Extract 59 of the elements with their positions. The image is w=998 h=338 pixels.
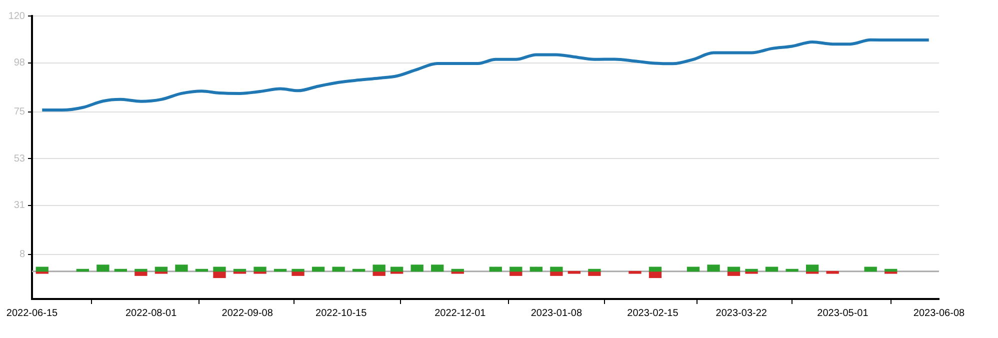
bar (530, 266, 542, 272)
bar (254, 271, 266, 274)
bar (686, 266, 700, 272)
bar (213, 266, 226, 272)
bar (806, 264, 819, 272)
bar (292, 271, 304, 276)
y-tick-label: 53 (14, 153, 26, 164)
bar (372, 271, 386, 276)
line-series (40, 38, 930, 112)
bar (510, 266, 522, 272)
y-tick-label: 120 (8, 10, 26, 22)
x-tick-label: 2023-05-01 (817, 308, 869, 319)
bar (727, 266, 740, 272)
y-tick-label: 31 (14, 200, 26, 212)
bar (826, 271, 839, 274)
bar (175, 264, 188, 272)
bar (550, 266, 563, 272)
bar (648, 266, 662, 272)
bar (332, 266, 345, 272)
bar (765, 266, 778, 272)
x-tick-label: 2023-06-08 (913, 308, 966, 319)
bar (588, 271, 601, 276)
x-tick-label: 2022-10-15 (316, 308, 368, 319)
y-tick-label: 98 (14, 58, 26, 69)
x-tick-label: 2023-03-22 (716, 308, 768, 319)
bar (648, 271, 662, 278)
bar (312, 266, 325, 272)
bar (628, 271, 642, 274)
bar (390, 266, 404, 272)
bar (372, 264, 386, 272)
bar (745, 268, 758, 272)
bar (489, 266, 502, 272)
bar (292, 268, 304, 272)
x-tick-label: 2022-06-15 (6, 308, 58, 319)
y-tick-label: 75 (14, 106, 26, 118)
bar (745, 271, 758, 274)
bar (510, 271, 522, 276)
bar (410, 264, 424, 272)
y-tick-label: 8 (19, 249, 26, 260)
bar (568, 271, 581, 274)
bar (588, 268, 601, 272)
bar (134, 271, 148, 276)
bar (550, 271, 563, 276)
bar (36, 266, 48, 272)
x-tick-label: 2023-01-08 (530, 308, 582, 319)
bar (134, 268, 148, 272)
x-tick-label: 2022-08-01 (125, 308, 178, 319)
bar (154, 266, 168, 272)
bar (431, 264, 444, 272)
bar (213, 271, 226, 278)
bar (254, 266, 266, 272)
x-tick-label: 2023-02-15 (627, 308, 679, 319)
bar (727, 271, 740, 276)
bar (96, 264, 110, 272)
x-tick-label: 2022-09-08 (222, 308, 274, 319)
x-tick-label: 2022-12-01 (434, 308, 486, 319)
bar (864, 266, 877, 272)
bar (707, 264, 720, 272)
bar (786, 268, 798, 272)
